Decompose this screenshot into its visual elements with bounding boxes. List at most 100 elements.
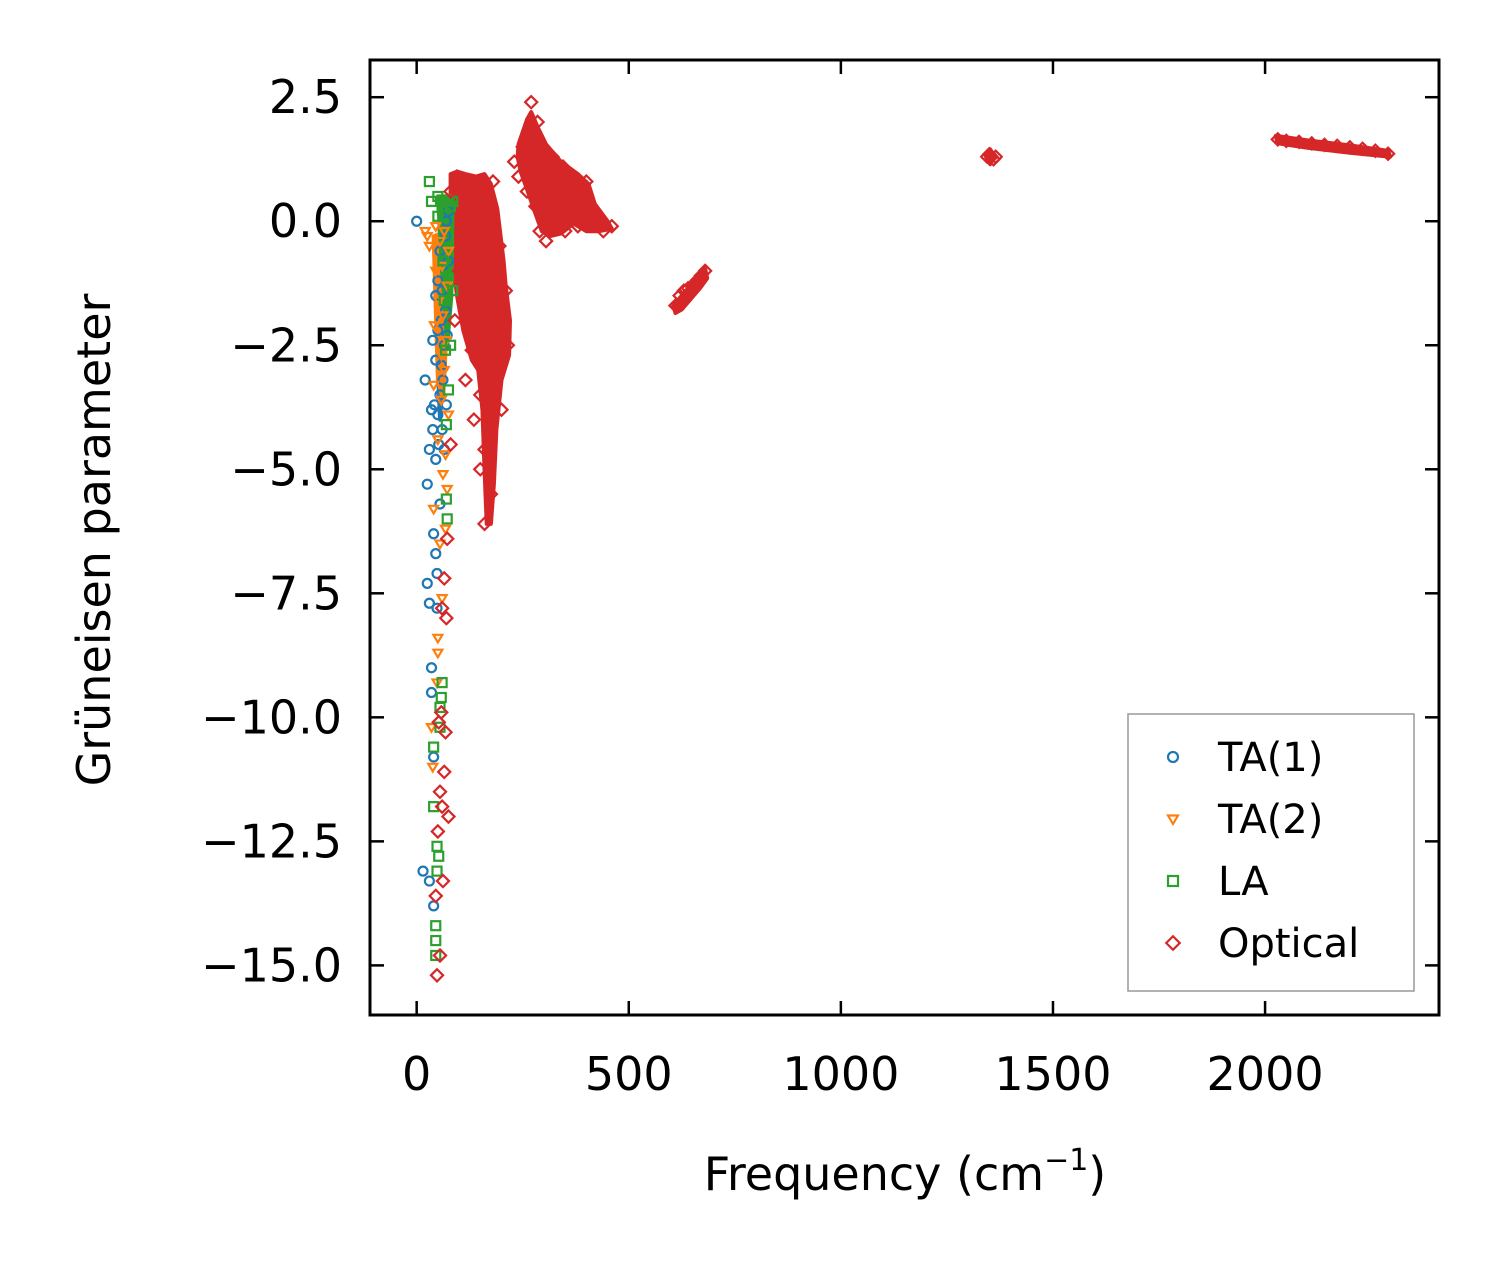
data-point (427, 504, 441, 516)
legend: TA(1) TA(2) LA Optical (1127, 713, 1415, 992)
plot-frame (368, 58, 1441, 1017)
data-point (423, 175, 435, 188)
data-point (427, 334, 439, 346)
data-point (425, 662, 438, 674)
data-point (540, 178, 556, 195)
data-point (521, 124, 537, 140)
y-tick-label: −15.0 (201, 938, 342, 992)
data-point (436, 677, 448, 689)
data-point (428, 321, 441, 333)
data-point (437, 255, 449, 267)
data-point (435, 594, 449, 605)
legend-entry-optical: Optical (1164, 921, 1359, 967)
data-point (466, 412, 482, 428)
data-point (529, 114, 546, 130)
data-point (439, 450, 452, 462)
data-point (430, 548, 442, 560)
data-point (442, 384, 455, 396)
legend-marker (1166, 750, 1180, 764)
data-point (525, 159, 541, 175)
data-point (423, 597, 435, 609)
data-point (431, 602, 443, 614)
x-tick-label: 1500 (994, 1047, 1111, 1101)
legend-label: TA(1) (1217, 735, 1323, 781)
data-point (419, 374, 431, 386)
data-point (433, 704, 449, 721)
data-point (483, 486, 499, 502)
data-point (436, 469, 450, 481)
data-point (422, 241, 436, 253)
y-tick-label: 2.5 (269, 70, 342, 124)
data-point (470, 208, 486, 224)
data-point (440, 493, 452, 505)
legend-marker (1166, 874, 1180, 888)
data-point (451, 263, 467, 279)
y-tick-label: −10.0 (201, 690, 342, 744)
y-axis: 2.5 0.0 −2.5 −5.0 −7.5 −10.0 −12.5 −15.0 (201, 70, 1439, 992)
legend-entry-ta2: TA(2) (1166, 797, 1323, 843)
x-tick-label: 0 (402, 1047, 431, 1101)
data-point (428, 741, 440, 753)
data-point (506, 154, 522, 170)
data-point (429, 221, 443, 233)
data-point (442, 436, 459, 453)
data-point (436, 570, 452, 587)
data-point (434, 799, 450, 815)
data-point (574, 183, 590, 200)
x-axis: 0 500 1000 1500 2000 (402, 60, 1324, 1101)
data-point (431, 435, 445, 447)
data-point (604, 218, 620, 234)
data-point (1316, 137, 1333, 153)
data-point (546, 203, 563, 219)
data-point (433, 539, 447, 551)
legend-label: TA(2) (1217, 797, 1323, 843)
data-point (440, 808, 457, 825)
data-point (421, 577, 433, 589)
x-tick-label: 1000 (782, 1047, 899, 1101)
data-point (440, 419, 452, 431)
data-point (442, 183, 459, 200)
data-point (425, 723, 438, 734)
data-point (1278, 133, 1294, 149)
data-point (428, 528, 440, 540)
data-point (1355, 141, 1371, 157)
data-point (423, 443, 435, 456)
data-point (485, 173, 501, 190)
data-point (431, 633, 445, 645)
data-point (555, 159, 571, 175)
y-tick-label: −2.5 (230, 318, 342, 372)
data-point (1380, 146, 1396, 162)
data-point (431, 648, 445, 660)
data-point (536, 144, 552, 160)
data-point (455, 203, 471, 219)
data-point (510, 168, 527, 185)
data-point (1329, 138, 1345, 154)
data-point (430, 920, 442, 932)
data-point (432, 784, 448, 800)
data-point (428, 888, 444, 904)
data-point (1291, 134, 1307, 150)
y-tick-label: −7.5 (230, 566, 342, 620)
data-point (519, 183, 535, 200)
data-point (479, 302, 495, 319)
data-point (430, 823, 446, 840)
x-axis-title-end: ) (1088, 1147, 1106, 1201)
data-point (444, 339, 457, 351)
data-points (411, 94, 1396, 983)
data-point (672, 288, 688, 304)
y-tick-label: 0.0 (269, 194, 342, 248)
data-point (1367, 143, 1383, 159)
data-point (459, 288, 476, 304)
data-point (468, 268, 484, 284)
data-point (449, 168, 465, 185)
legend-entry-la: LA (1166, 859, 1269, 905)
data-point (437, 724, 454, 740)
data-point (434, 600, 450, 616)
cluster-optical (448, 169, 512, 526)
data-point (447, 285, 459, 297)
data-point (500, 337, 516, 353)
data-point (436, 764, 452, 780)
data-point (489, 273, 505, 289)
data-point (417, 865, 429, 877)
